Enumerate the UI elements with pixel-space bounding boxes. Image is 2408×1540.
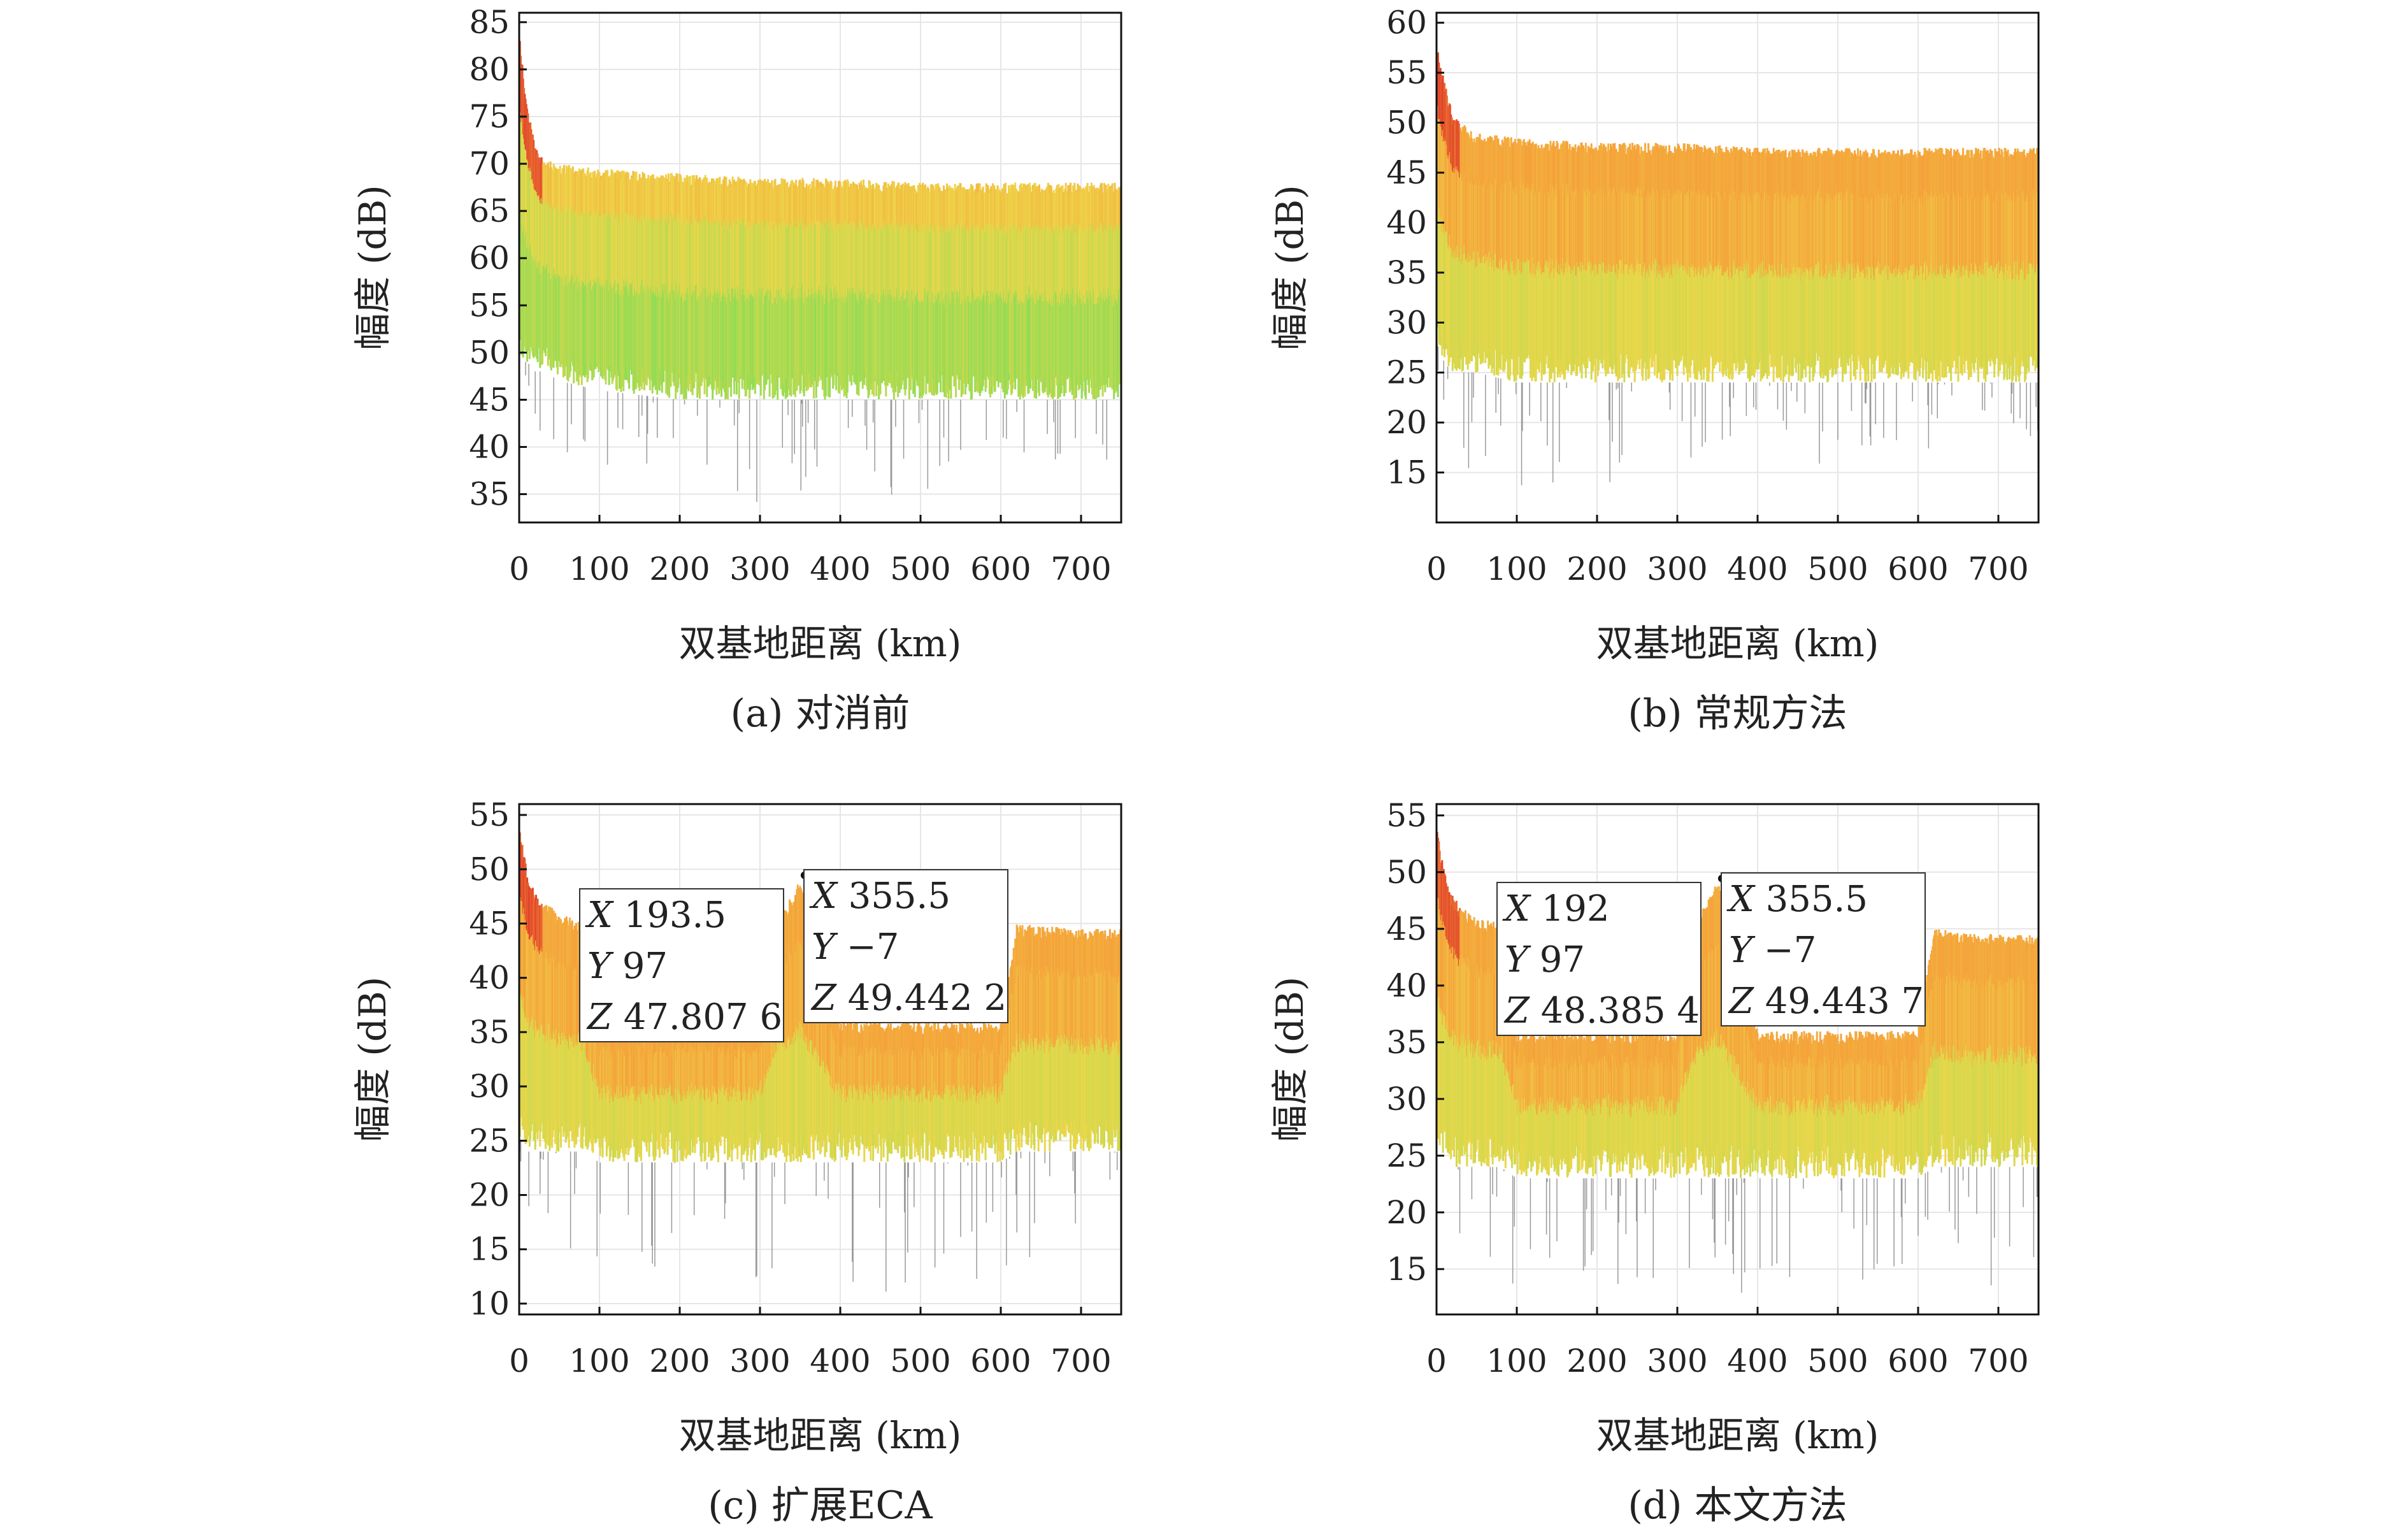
y-axis-label: 幅度 (dB) <box>351 185 394 350</box>
panel-c: 0 100 200 300 400 500 600 700101520253035404550… <box>351 796 1122 1528</box>
y-tick-label: 35 <box>469 476 510 513</box>
series-slices <box>519 831 1121 1292</box>
x-tick-label: 400 <box>810 551 870 587</box>
axes-frame <box>1435 11 2040 524</box>
y-tick-label: 40 <box>469 428 510 465</box>
panel-caption: (a) 对消前 <box>731 691 910 736</box>
x-tick-label: 300 <box>729 551 790 587</box>
x-tick-label: 600 <box>970 551 1031 587</box>
y-tick-label: 75 <box>469 98 510 135</box>
y-tick-label: 15 <box>1386 454 1427 491</box>
x-axis-label: 双基地距离 (km) <box>1596 622 1879 665</box>
x-tick-label: 500 <box>890 551 950 587</box>
y-axis-label: 幅度 (dB) <box>1268 185 1312 350</box>
y-tick-label: 55 <box>469 287 510 324</box>
y-tick-label: 80 <box>469 51 510 88</box>
y-tick-label: 45 <box>469 381 510 418</box>
y-tick-label: 25 <box>1386 354 1427 391</box>
y-tick-label: 60 <box>469 240 510 277</box>
y-tick-label: 45 <box>1386 154 1427 191</box>
x-tick-label: 200 <box>1566 551 1627 587</box>
x-tick-label: 500 <box>1807 551 1868 587</box>
y-tick-label: 35 <box>1386 254 1427 291</box>
x-tick-label: 100 <box>1486 551 1547 587</box>
x-tick-label: 600 <box>1888 551 1948 587</box>
y-tick-label: 40 <box>1386 204 1427 241</box>
x-tick-label: 300 <box>1647 551 1707 587</box>
x-tick-label: 200 <box>649 551 710 587</box>
axes-frame <box>518 11 1122 524</box>
x-axis-label: 双基地距离 (km) <box>679 622 962 665</box>
x-tick-label: 0 <box>509 551 529 587</box>
y-tick-label: 65 <box>469 192 510 229</box>
x-tick-label: 0 <box>1426 551 1447 587</box>
y-tick-label: 60 <box>1386 4 1427 41</box>
x-tick-label: 700 <box>1968 551 2028 587</box>
x-tick-label: 400 <box>1727 551 1788 587</box>
series-slices <box>1437 50 2039 486</box>
y-tick-label: 85 <box>469 4 510 41</box>
panel-b: 0 100 200 300 400 500 600 700 15 20 25 30 35 40 45 50 55… <box>1268 4 2040 736</box>
y-tick-label: 30 <box>1386 304 1427 341</box>
y-tick-label: 20 <box>1386 404 1427 441</box>
series-slices <box>519 39 1121 502</box>
y-tick-label: 55 <box>1386 54 1427 91</box>
x-tick-label: 100 <box>569 551 629 587</box>
y-tick-label: 70 <box>469 145 510 182</box>
panel-a: 0 100 200 300 400 500 600 700 35 40 45 50 55 60 65 70 75… <box>351 4 1122 736</box>
panel-caption: (b) 常规方法 <box>1628 691 1847 736</box>
y-tick-label: 50 <box>1386 104 1427 141</box>
y-tick-label: 50 <box>469 334 510 371</box>
x-tick-label: 700 <box>1050 551 1111 587</box>
